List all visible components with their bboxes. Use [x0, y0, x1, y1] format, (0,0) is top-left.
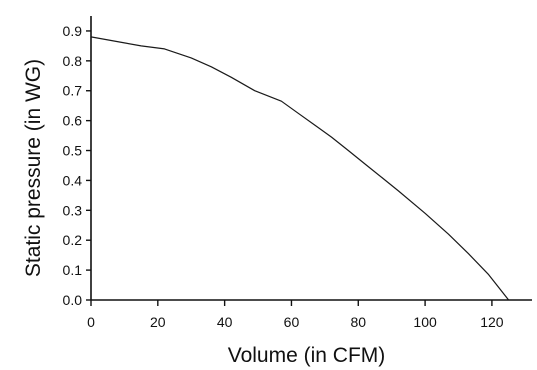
x-tick-label: 20 — [150, 314, 166, 330]
x-tick-label: 80 — [350, 314, 366, 330]
x-tick-label: 60 — [284, 314, 300, 330]
y-tick-label: 0.5 — [63, 143, 83, 159]
x-tick-label: 100 — [413, 314, 437, 330]
y-tick-label: 0.1 — [63, 262, 83, 278]
y-axis-ticks: 0.0 0.1 0.2 0.3 0.4 0.5 0.6 0.7 0.8 0.9 — [63, 23, 91, 308]
y-tick-label: 0.2 — [63, 232, 83, 248]
x-axis-title: Volume (in CFM) — [228, 344, 386, 367]
y-tick-label: 0.9 — [63, 23, 83, 39]
x-tick-label: 40 — [217, 314, 233, 330]
y-tick-label: 0.0 — [63, 292, 83, 308]
y-axis-title: Static pressure (in WG) — [22, 59, 45, 277]
y-tick-label: 0.4 — [63, 172, 83, 188]
x-tick-label: 0 — [87, 314, 95, 330]
y-tick-label: 0.7 — [63, 83, 83, 99]
x-axis-ticks: 0 20 40 60 80 100 120 — [87, 300, 504, 330]
pressure-curve-line — [90, 36, 510, 301]
y-tick-label: 0.6 — [63, 113, 83, 129]
y-tick-label: 0.8 — [63, 53, 83, 69]
y-tick-label: 0.3 — [63, 202, 83, 218]
x-tick-label: 120 — [480, 314, 504, 330]
plot-area — [90, 36, 510, 301]
axes — [90, 16, 532, 301]
